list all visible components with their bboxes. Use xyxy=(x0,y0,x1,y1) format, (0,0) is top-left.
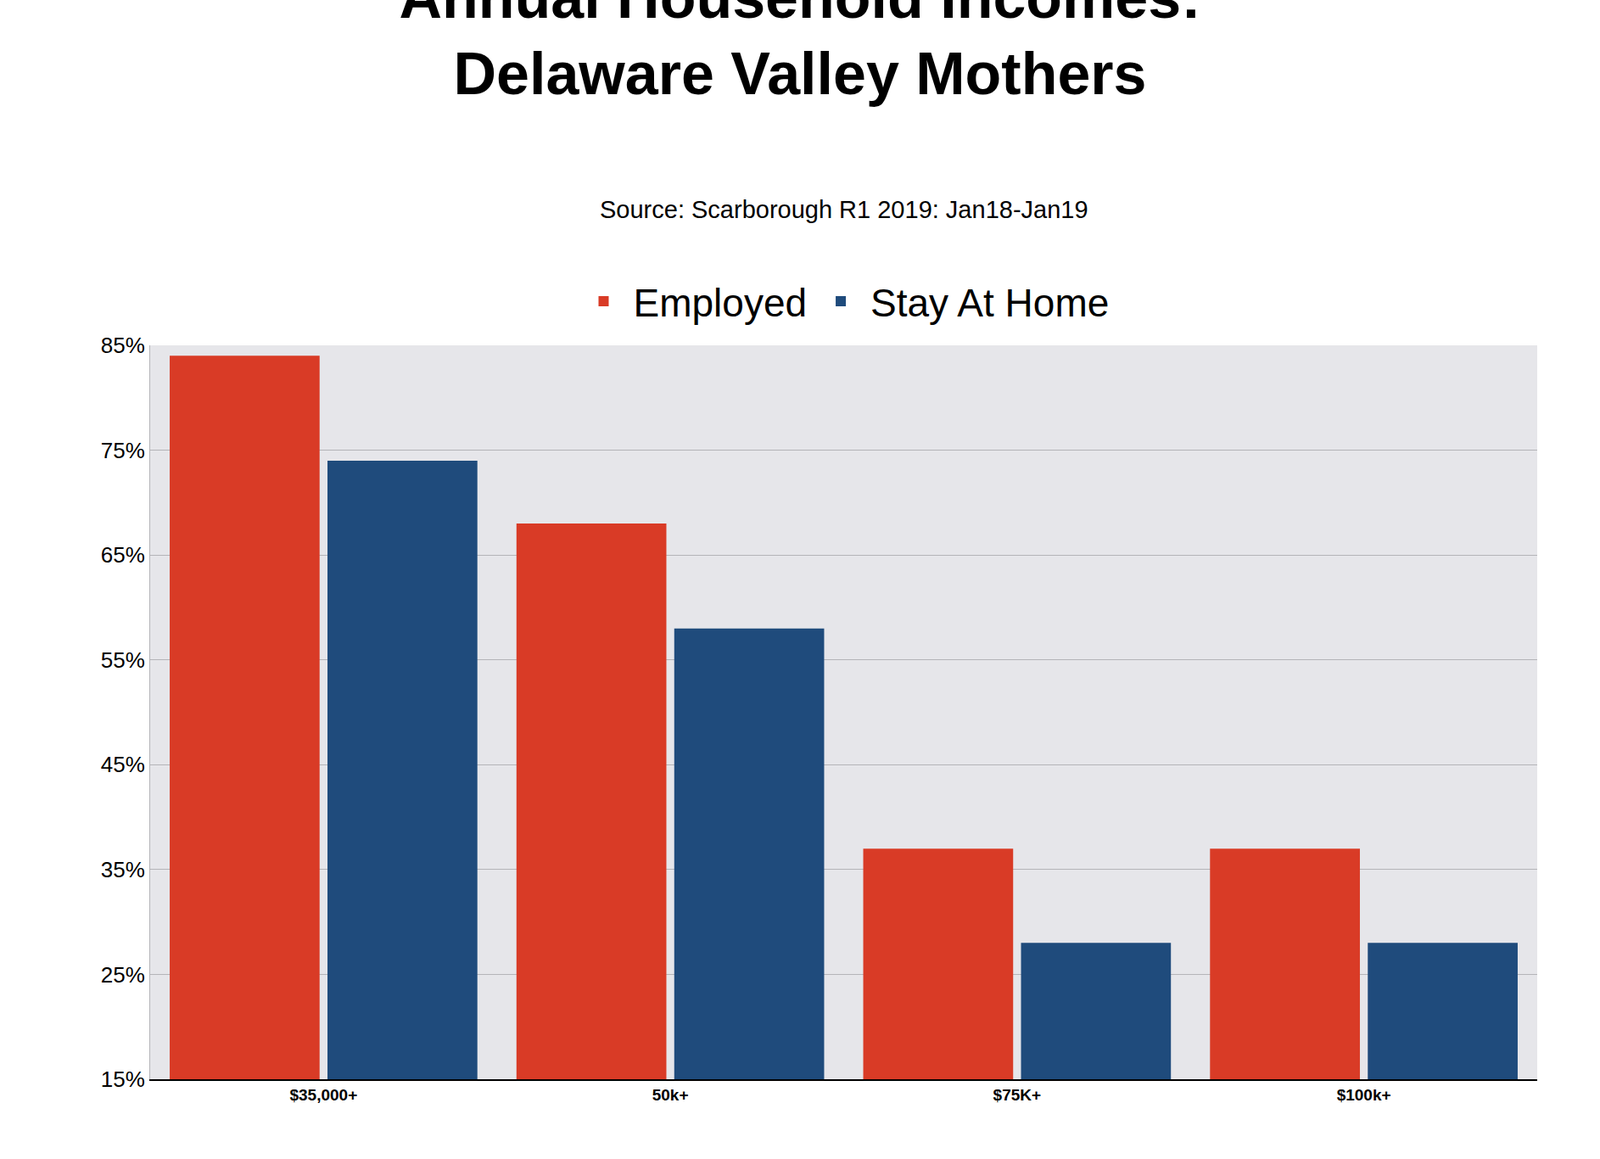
svg-text:45%: 45% xyxy=(100,751,146,778)
svg-text:75%: 75% xyxy=(100,437,146,464)
svg-text:$35,000+: $35,000+ xyxy=(289,1085,358,1104)
svg-text:Source: Scarborough R1 2019: J: Source: Scarborough R1 2019: Jan18-Jan19 xyxy=(599,195,1089,224)
svg-text:Employed: Employed xyxy=(633,280,808,325)
svg-text:$75K+: $75K+ xyxy=(993,1085,1042,1104)
svg-text:$100k+: $100k+ xyxy=(1337,1085,1392,1104)
svg-text:85%: 85% xyxy=(100,332,146,359)
svg-text:35%: 35% xyxy=(100,856,146,883)
svg-text:Stay At Home: Stay At Home xyxy=(870,280,1109,325)
svg-text:25%: 25% xyxy=(100,962,146,988)
svg-text:50k+: 50k+ xyxy=(652,1085,689,1104)
svg-text:15%: 15% xyxy=(100,1066,146,1092)
svg-text:65%: 65% xyxy=(100,542,146,568)
svg-text:Annual Household Incomes:Delaw: Annual Household Incomes:Delaware Valley… xyxy=(398,0,1201,107)
svg-text:55%: 55% xyxy=(100,647,146,673)
